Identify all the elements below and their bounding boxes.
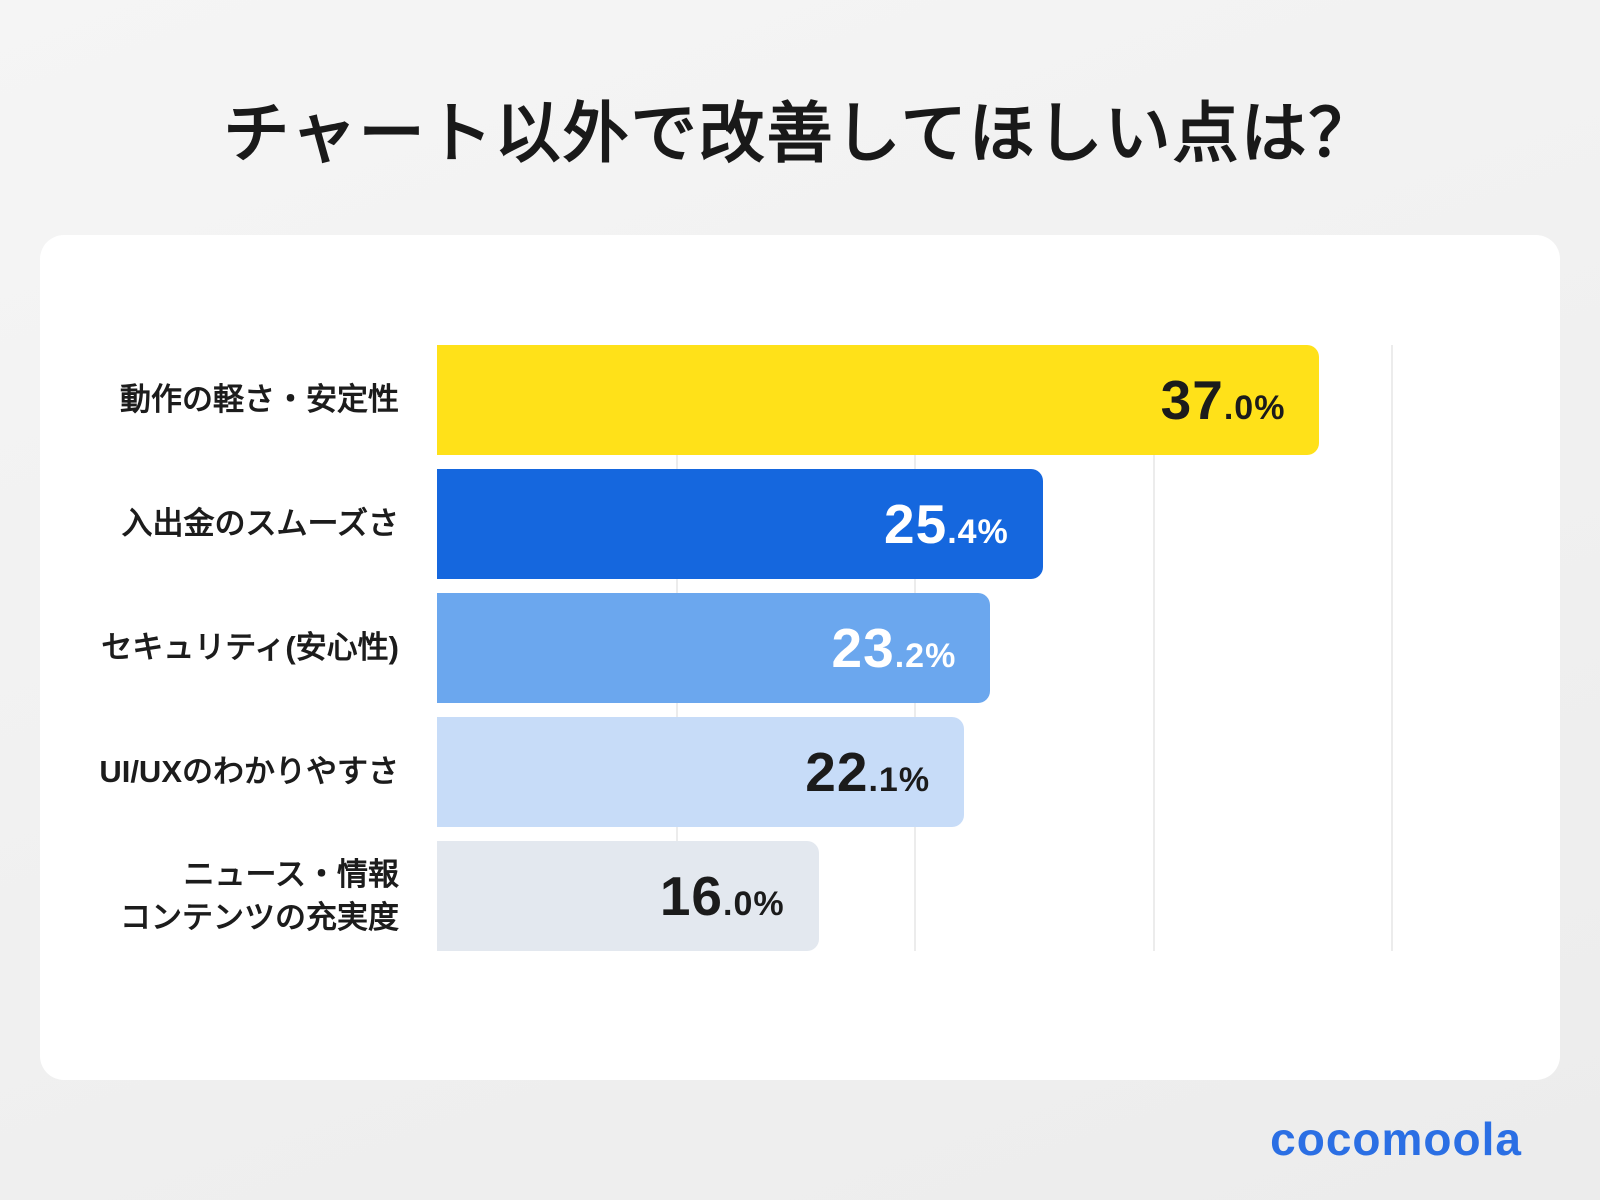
category-label: UI/UXのわかりやすさ [99, 754, 399, 790]
bar-rows: 動作の軽さ・安定性 37.0% 入出金のスムーズさ 25.4% セキュリティ(安心性) 2… [40, 345, 1560, 951]
value-label: 16.0% [660, 864, 785, 928]
bar-row: UI/UXのわかりやすさ 22.1% [40, 717, 1560, 827]
value-label: 25.4% [884, 492, 1009, 556]
category-label: ニュース・情報 コンテンツの充実度 [120, 856, 399, 935]
gridline [1391, 345, 1393, 951]
bar-row: 動作の軽さ・安定性 37.0% [40, 345, 1560, 455]
bar-row: 入出金のスムーズさ 25.4% [40, 469, 1560, 579]
value-decimal: .1% [868, 761, 931, 799]
value-int: 22 [805, 741, 869, 803]
value-int: 25 [884, 493, 948, 555]
bar-track: 25.4% [437, 469, 1391, 579]
bar: 23.2% [437, 593, 991, 703]
value-decimal: .2% [894, 637, 957, 675]
bar: 16.0% [437, 841, 819, 951]
value-decimal: .0% [723, 885, 785, 923]
value-label: 37.0% [1161, 368, 1286, 432]
bar-track: 37.0% [437, 345, 1391, 455]
category-label: セキュリティ(安心性) [101, 630, 399, 666]
category-label: 動作の軽さ・安定性 [120, 382, 399, 418]
bar: 22.1% [437, 717, 965, 827]
page-title: チャート以外で改善してほしい点は？ [223, 96, 1377, 170]
value-label: 22.1% [805, 740, 930, 804]
value-int: 23 [831, 617, 895, 679]
bar-row: ニュース・情報 コンテンツの充実度 16.0% [40, 841, 1560, 951]
value-int: 37 [1160, 369, 1224, 431]
gridline [1152, 345, 1155, 951]
bar-track: 22.1% [437, 717, 1391, 827]
value-decimal: .4% [947, 513, 1009, 551]
bar-row: セキュリティ(安心性) 23.2% [40, 593, 1560, 703]
bar: 37.0% [437, 345, 1320, 455]
chart-area: 動作の軽さ・安定性 37.0% 入出金のスムーズさ 25.4% セキュリティ(安心性) 2… [40, 345, 1560, 951]
value-decimal: .0% [1223, 389, 1286, 427]
value-label: 23.2% [832, 616, 957, 680]
category-label: 入出金のスムーズさ [121, 506, 399, 542]
value-int: 16 [659, 865, 723, 927]
bar-track: 16.0% [437, 841, 1391, 951]
bar: 25.4% [437, 469, 1043, 579]
chart-card: 動作の軽さ・安定性 37.0% 入出金のスムーズさ 25.4% セキュリティ(安心性) 2… [40, 235, 1560, 1080]
cocomoola-logo: cocomoola [1270, 1113, 1522, 1165]
bar-track: 23.2% [437, 593, 1391, 703]
